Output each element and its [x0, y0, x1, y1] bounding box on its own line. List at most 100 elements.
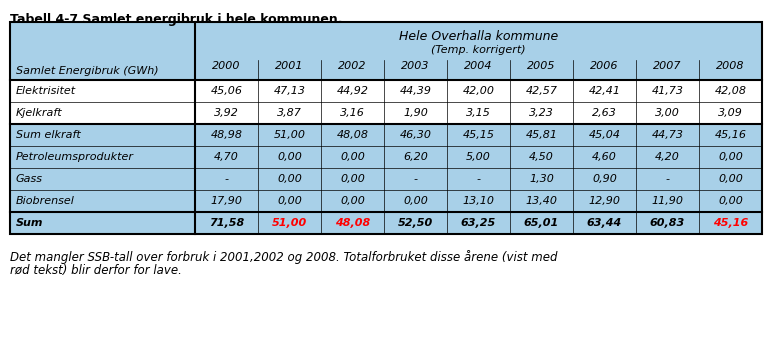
Text: 17,90: 17,90 — [211, 196, 242, 206]
Text: 0,00: 0,00 — [277, 196, 302, 206]
Text: 4,60: 4,60 — [592, 152, 617, 162]
Bar — [636, 146, 699, 168]
Text: Samlet Energibruk (GWh): Samlet Energibruk (GWh) — [16, 66, 158, 76]
Text: 65,01: 65,01 — [524, 218, 559, 228]
Bar — [636, 124, 699, 146]
Text: 42,00: 42,00 — [462, 86, 495, 96]
Text: 0,00: 0,00 — [277, 152, 302, 162]
Bar — [195, 124, 258, 146]
Bar — [447, 102, 510, 124]
Bar — [10, 124, 195, 146]
Bar — [321, 124, 384, 146]
Bar — [195, 168, 258, 190]
Text: 2002: 2002 — [338, 61, 367, 71]
Text: 1,90: 1,90 — [403, 108, 428, 118]
Bar — [321, 146, 384, 168]
Bar — [10, 190, 195, 212]
Text: 2008: 2008 — [716, 61, 745, 71]
Text: 45,06: 45,06 — [211, 86, 242, 96]
Bar — [195, 190, 258, 212]
Text: 48,08: 48,08 — [335, 218, 370, 228]
Text: 45,04: 45,04 — [588, 130, 621, 140]
Text: 3,87: 3,87 — [277, 108, 302, 118]
Bar — [10, 102, 195, 124]
Bar — [447, 146, 510, 168]
Text: 3,23: 3,23 — [529, 108, 554, 118]
Text: 12,90: 12,90 — [588, 196, 621, 206]
Text: 63,25: 63,25 — [461, 218, 496, 228]
Text: Tabell 4-7 Samlet energibruk i hele kommunen.: Tabell 4-7 Samlet energibruk i hele komm… — [10, 13, 343, 26]
Text: Det mangler SSB-tall over forbruk i 2001,2002 og 2008. Totalforbruket disse åren: Det mangler SSB-tall over forbruk i 2001… — [10, 250, 557, 264]
Text: -: - — [414, 174, 418, 184]
Bar — [321, 102, 384, 124]
Bar — [195, 102, 258, 124]
Text: 41,73: 41,73 — [652, 86, 683, 96]
Text: 52,50: 52,50 — [398, 218, 433, 228]
Bar — [321, 212, 384, 234]
Bar — [573, 102, 636, 124]
Text: 60,83: 60,83 — [650, 218, 685, 228]
Bar — [573, 168, 636, 190]
Text: 71,58: 71,58 — [209, 218, 244, 228]
Text: Gass: Gass — [16, 174, 43, 184]
Bar — [510, 146, 573, 168]
Text: 5,00: 5,00 — [466, 152, 491, 162]
Bar — [258, 190, 321, 212]
Text: 2004: 2004 — [464, 61, 493, 71]
Text: 0,00: 0,00 — [277, 174, 302, 184]
Text: 11,90: 11,90 — [652, 196, 683, 206]
Text: 0,00: 0,00 — [340, 174, 365, 184]
Bar — [195, 22, 762, 80]
Bar — [510, 190, 573, 212]
Bar — [384, 190, 447, 212]
Bar — [10, 212, 195, 234]
Bar — [258, 212, 321, 234]
Bar — [447, 212, 510, 234]
Bar — [10, 168, 195, 190]
Text: 0,00: 0,00 — [718, 196, 743, 206]
Text: 0,00: 0,00 — [718, 152, 743, 162]
Bar — [195, 80, 258, 102]
Bar — [510, 102, 573, 124]
Bar — [321, 80, 384, 102]
Text: 13,40: 13,40 — [526, 196, 557, 206]
Text: Kjelkraft: Kjelkraft — [16, 108, 63, 118]
Bar — [699, 212, 762, 234]
Text: 4,20: 4,20 — [655, 152, 680, 162]
Bar — [573, 146, 636, 168]
Bar — [510, 212, 573, 234]
Text: 45,81: 45,81 — [526, 130, 557, 140]
Text: 4,70: 4,70 — [214, 152, 239, 162]
Text: 2006: 2006 — [591, 61, 618, 71]
Bar — [636, 80, 699, 102]
Bar — [258, 124, 321, 146]
Bar — [258, 102, 321, 124]
Text: 0,00: 0,00 — [340, 152, 365, 162]
Text: 2,63: 2,63 — [592, 108, 617, 118]
Text: 48,98: 48,98 — [211, 130, 242, 140]
Text: 3,16: 3,16 — [340, 108, 365, 118]
Text: 1,30: 1,30 — [529, 174, 554, 184]
Bar — [447, 80, 510, 102]
Bar — [636, 102, 699, 124]
Text: 0,00: 0,00 — [340, 196, 365, 206]
Bar — [447, 190, 510, 212]
Text: 0,00: 0,00 — [403, 196, 428, 206]
Bar — [447, 124, 510, 146]
Text: 3,92: 3,92 — [214, 108, 239, 118]
Text: 44,92: 44,92 — [337, 86, 368, 96]
Text: 51,00: 51,00 — [272, 218, 307, 228]
Text: 44,73: 44,73 — [652, 130, 683, 140]
Text: 2005: 2005 — [527, 61, 556, 71]
Text: 45,16: 45,16 — [713, 218, 748, 228]
Bar — [510, 124, 573, 146]
Bar — [384, 102, 447, 124]
Text: rød tekst) blir derfor for lave.: rød tekst) blir derfor for lave. — [10, 264, 182, 277]
Bar — [636, 168, 699, 190]
Bar — [10, 146, 195, 168]
Bar — [321, 190, 384, 212]
Text: 3,00: 3,00 — [655, 108, 680, 118]
Text: Biobrensel: Biobrensel — [16, 196, 75, 206]
Bar — [573, 80, 636, 102]
Bar — [510, 80, 573, 102]
